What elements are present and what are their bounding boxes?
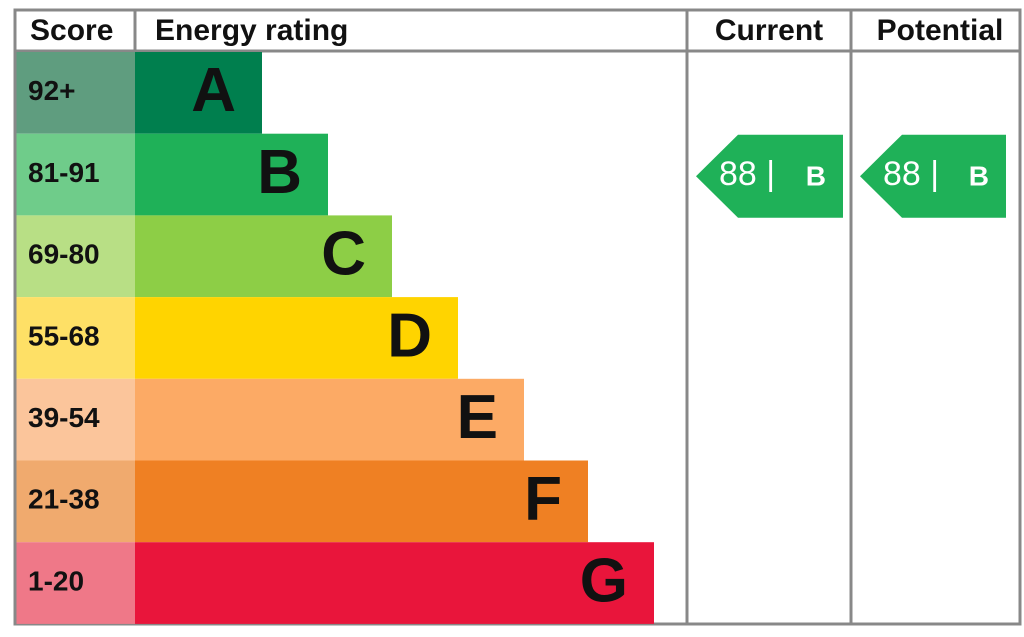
header-potential: Potential	[877, 14, 1004, 47]
rating-tag	[860, 134, 1006, 218]
rating-letter: G	[580, 546, 628, 615]
score-cell	[16, 378, 135, 461]
header-current: Current	[715, 14, 823, 47]
table-frame	[13, 8, 1022, 626]
rating-letter: A	[191, 56, 236, 125]
tag-rating: B	[806, 161, 826, 192]
score-cell	[16, 542, 135, 624]
rating-bar	[135, 460, 588, 543]
rating-bar	[135, 133, 328, 216]
rating-letter: D	[387, 301, 432, 370]
rating-bar	[135, 297, 458, 379]
tag-rating: B	[969, 161, 989, 192]
tag-score: 88 |	[719, 155, 775, 193]
rating-letter: B	[257, 138, 302, 207]
tag-score: 88 |	[883, 155, 939, 193]
score-range: 55-68	[28, 320, 100, 351]
score-range: 21-38	[28, 484, 100, 515]
score-cell	[16, 297, 135, 379]
score-range: 81-91	[28, 157, 100, 188]
rating-tag	[696, 134, 843, 218]
rating-bar	[135, 378, 524, 461]
header-score: Score	[30, 14, 113, 47]
score-range: 1-20	[28, 565, 84, 596]
rating-bar	[135, 52, 262, 134]
score-range: 39-54	[28, 402, 100, 433]
table-border	[13, 8, 1022, 626]
score-range: 69-80	[28, 239, 100, 270]
rating-letter: C	[321, 220, 366, 289]
score-range: 92+	[28, 75, 76, 106]
header-energy-rating: Energy rating	[155, 14, 348, 47]
rating-letter: E	[457, 383, 498, 452]
score-cell	[16, 52, 135, 134]
rating-letter: F	[524, 465, 562, 534]
score-cell	[16, 215, 135, 298]
rating-bar	[135, 542, 654, 624]
score-cell	[16, 460, 135, 543]
score-cell	[16, 133, 135, 216]
rating-bar	[135, 215, 392, 298]
